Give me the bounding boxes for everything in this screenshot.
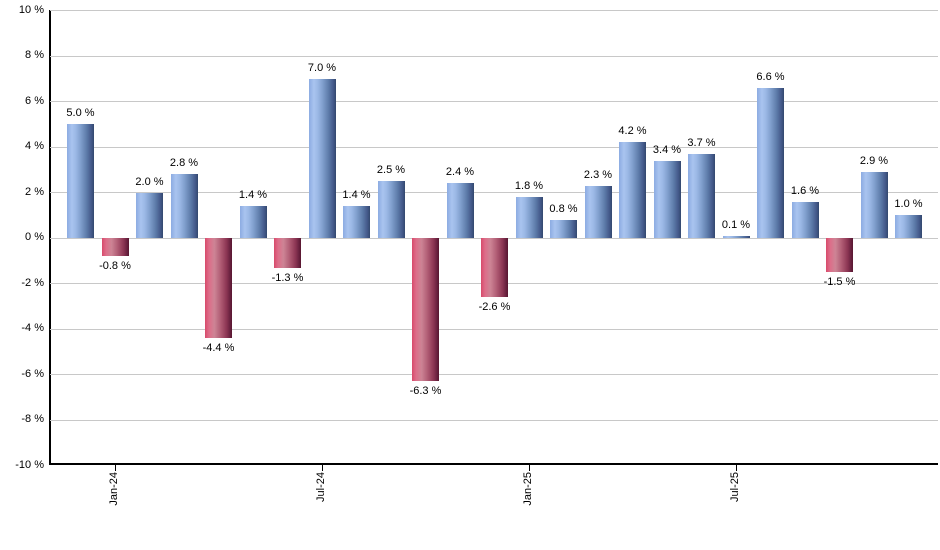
bar-value-label-16: 2.3 % [583,168,613,181]
bar-10 [377,181,405,238]
bar-14 [515,197,543,238]
bar-value-label-20: 0.1 % [721,218,751,231]
x-tick-Jul-24 [322,465,323,471]
bar-25 [895,215,922,238]
gridline-4pct [50,146,938,148]
y-axis-label-2pct: 2 % [25,185,44,198]
bar-13 [481,238,508,298]
bar-value-label-18: 3.4 % [652,143,682,156]
y-axis-label-6pct: 6 % [25,94,44,107]
bar-value-label-7: -1.3 % [271,271,304,284]
bar-value-label-5: -4.4 % [202,342,235,355]
y-axis-label--2pct: -2 % [21,276,44,289]
bar-value-label-2: -0.8 % [99,260,131,273]
x-axis-label-Jul-25: Jul-25 [729,472,741,502]
bar-21 [757,87,784,238]
bar-16 [584,185,612,238]
gridline--6pct [50,374,938,375]
x-tick-Jul-25 [736,465,737,471]
bar-2 [101,238,129,257]
bar-value-label-10: 2.5 % [376,164,406,177]
bar-value-label-11: -6.3 % [409,385,442,398]
bar-12 [446,183,474,238]
bar-20 [722,235,750,238]
bar-value-label-9: 1.4 % [342,189,371,202]
bar-value-label-22: 1.6 % [790,184,820,197]
gridline--4pct [50,328,938,330]
bar-value-label-17: 4.2 % [618,125,647,138]
bar-value-label-1: 5.0 % [66,107,95,120]
bar-4 [170,174,198,238]
bar-22 [791,201,819,238]
bar-value-label-19: 3.7 % [687,136,716,149]
bar-value-label-6: 1.4 % [238,189,268,202]
bar-1 [67,124,94,238]
x-axis-label-Jul-24: Jul-24 [315,472,327,502]
gridline-2pct [50,192,938,193]
bar-15 [550,219,577,238]
x-tick-Jan-24 [115,465,116,471]
bar-19 [688,153,715,238]
gridline--8pct [50,419,938,421]
y-axis-label--6pct: -6 % [21,367,44,380]
bar-value-label-25: 1.0 % [894,198,923,211]
y-axis-label-8pct: 8 % [25,49,44,61]
y-axis-label--8pct: -8 % [21,413,44,425]
bar-23 [826,238,853,273]
bar-3 [136,192,163,238]
y-axis-label--10pct: -10 % [15,458,44,471]
bar-value-label-8: 7.0 % [307,61,337,74]
x-axis-line [49,463,938,465]
gridline-10pct [50,10,938,11]
bar-value-label-23: -1.5 % [823,276,856,289]
bar-18 [653,160,681,238]
bar-8 [308,78,336,238]
gridline-8pct [50,55,938,57]
bar-24 [860,172,888,238]
bar-value-label-4: 2.8 % [169,157,199,170]
bar-value-label-14: 1.8 % [514,180,544,193]
bar-6 [239,206,267,238]
bar-value-label-15: 0.8 % [549,202,578,215]
bar-11 [412,238,439,382]
y-axis-label-10pct: 10 % [18,3,44,16]
gridline-6pct [50,101,938,102]
bar-7 [274,238,301,268]
bar-value-label-12: 2.4 % [445,166,475,179]
x-axis-label-Jan-24: Jan-24 [108,472,120,506]
y-axis-label-0pct: 0 % [25,231,44,243]
bar-value-label-21: 6.6 % [756,70,785,83]
bar-value-label-3: 2.0 % [135,175,164,188]
bar-9 [343,206,370,238]
bar-value-label-24: 2.9 % [859,155,889,168]
x-tick-Jan-25 [529,465,530,471]
y-axis-label--4pct: -4 % [21,322,44,334]
bar-17 [619,142,646,238]
x-axis-label-Jan-25: Jan-25 [522,472,534,506]
bar-5 [205,238,232,339]
bar-value-label-13: -2.6 % [478,301,511,314]
y-axis-label-4pct: 4 % [25,140,44,152]
